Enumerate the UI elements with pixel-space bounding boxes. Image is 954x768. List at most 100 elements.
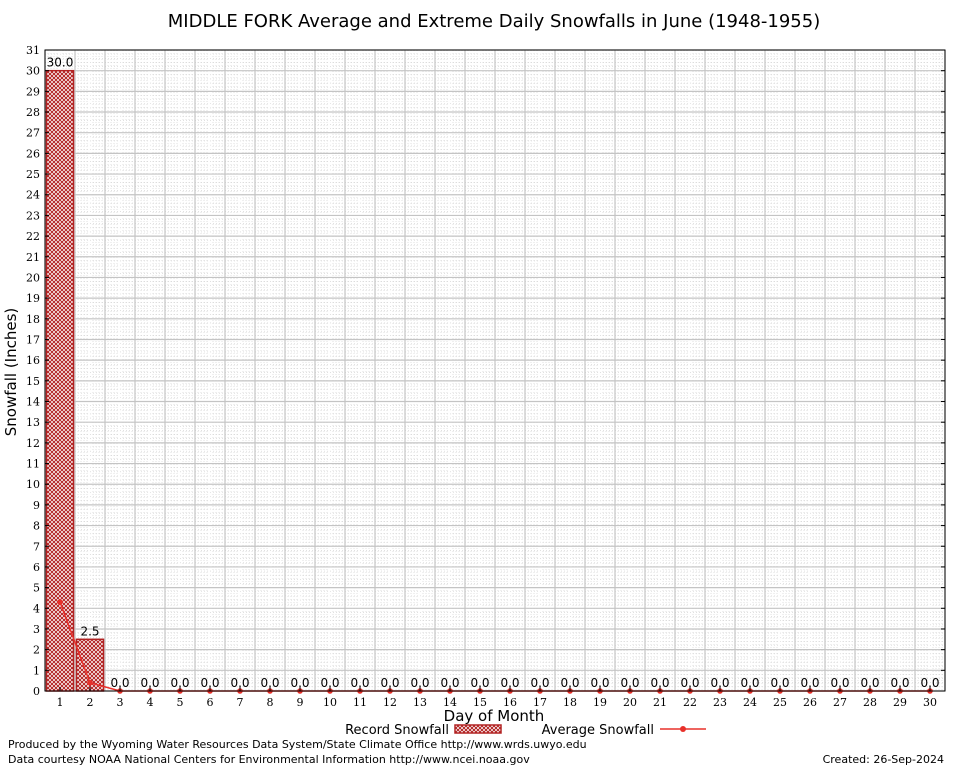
- data-label: 0.0: [200, 676, 219, 690]
- data-label: 0.0: [800, 676, 819, 690]
- x-tick-label: 3: [117, 696, 124, 709]
- y-tick-label: 20: [26, 271, 40, 284]
- y-tick-label: 19: [26, 292, 40, 305]
- legend: Record Snowfall Average Snowfall: [345, 723, 706, 738]
- data-label: 0.0: [650, 676, 669, 690]
- legend-average-marker: [680, 726, 686, 732]
- y-tick-label: 25: [26, 168, 40, 181]
- y-tick-label: 15: [26, 375, 40, 388]
- y-axis-ticks: 0123456789101112131415161718192021222324…: [26, 44, 945, 698]
- data-label: 0.0: [560, 676, 579, 690]
- data-label: 0.0: [170, 676, 189, 690]
- data-label: 0.0: [500, 676, 519, 690]
- data-label: 0.0: [920, 676, 939, 690]
- x-tick-label: 21: [653, 696, 667, 709]
- footer-data-source: Data courtesy NOAA National Centers for …: [8, 753, 530, 766]
- chart-title: MIDDLE FORK Average and Extreme Daily Sn…: [168, 11, 820, 32]
- y-tick-label: 2: [33, 644, 40, 657]
- legend-record-swatch: [454, 724, 502, 734]
- data-label: 0.0: [140, 676, 159, 690]
- data-label: 0.0: [260, 676, 279, 690]
- x-tick-label: 24: [743, 696, 757, 709]
- x-tick-label: 11: [353, 696, 367, 709]
- legend-average-label: Average Snowfall: [542, 723, 654, 738]
- y-tick-label: 13: [26, 416, 40, 429]
- data-label: 0.0: [320, 676, 339, 690]
- x-tick-label: 2: [87, 696, 94, 709]
- x-tick-label: 26: [803, 696, 817, 709]
- x-tick-label: 1: [57, 696, 64, 709]
- footer-created: Created: 26-Sep-2024: [823, 753, 944, 766]
- x-tick-label: 19: [593, 696, 607, 709]
- data-label: 0.0: [770, 676, 789, 690]
- data-label: 0.0: [350, 676, 369, 690]
- data-label: 0.0: [380, 676, 399, 690]
- data-label: 0.0: [110, 676, 129, 690]
- x-axis-ticks: 1 2 3 4 5 6 7 8 9 10 11 12 13 14 15 16 17 18 19 20 21 22 23 24 2…: [57, 687, 937, 709]
- data-label: 0.0: [290, 676, 309, 690]
- data-label: 30.0: [47, 56, 74, 70]
- y-tick-label: 28: [26, 106, 40, 119]
- major-grid: [44, 49, 946, 692]
- x-tick-label: 13: [413, 696, 427, 709]
- y-tick-label: 16: [26, 354, 40, 367]
- y-tick-label: 10: [26, 478, 40, 491]
- x-tick-label: 7: [237, 696, 244, 709]
- record-bars: [45, 69, 105, 692]
- x-tick-label: 22: [683, 696, 697, 709]
- x-tick-label: 28: [863, 696, 877, 709]
- x-tick-label: 23: [713, 696, 727, 709]
- x-tick-label: 8: [267, 696, 274, 709]
- x-tick-label: 16: [503, 696, 517, 709]
- y-tick-label: 24: [26, 189, 40, 202]
- y-tick-label: 1: [33, 664, 40, 677]
- y-tick-label: 21: [26, 251, 40, 264]
- y-tick-label: 17: [26, 333, 40, 346]
- y-tick-label: 4: [33, 602, 40, 615]
- average-point: [87, 679, 93, 686]
- data-label: 0.0: [470, 676, 489, 690]
- y-tick-label: 5: [33, 582, 40, 595]
- y-axis-label: Snowfall (Inches): [2, 308, 20, 436]
- x-tick-label: 10: [323, 696, 337, 709]
- y-tick-label: 14: [26, 396, 40, 409]
- y-tick-label: 3: [33, 623, 40, 636]
- record-bar: [45, 69, 75, 692]
- plot-frame: [44, 49, 946, 692]
- x-tick-label: 29: [893, 696, 907, 709]
- x-tick-label: 15: [473, 696, 487, 709]
- data-label: 0.0: [890, 676, 909, 690]
- y-tick-label: 18: [26, 313, 40, 326]
- x-tick-label: 6: [207, 696, 214, 709]
- x-tick-label: 27: [833, 696, 847, 709]
- data-label: 0.0: [440, 676, 459, 690]
- y-tick-label: 27: [26, 127, 40, 140]
- x-tick-label: 9: [297, 696, 304, 709]
- y-tick-label: 26: [26, 147, 40, 160]
- y-tick-label: 12: [26, 437, 40, 450]
- y-tick-label: 23: [26, 209, 40, 222]
- x-tick-label: 5: [177, 696, 184, 709]
- y-tick-label: 11: [26, 458, 40, 471]
- x-tick-label: 30: [923, 696, 937, 709]
- y-tick-label: 31: [26, 44, 40, 57]
- data-label: 0.0: [830, 676, 849, 690]
- x-tick-label: 17: [533, 696, 547, 709]
- y-tick-label: 7: [33, 540, 40, 553]
- y-tick-label: 30: [26, 65, 40, 78]
- x-tick-label: 12: [383, 696, 397, 709]
- y-tick-label: 29: [26, 85, 40, 98]
- x-tick-label: 25: [773, 696, 787, 709]
- data-label: 0.0: [710, 676, 729, 690]
- x-axis-label: Day of Month: [444, 707, 545, 725]
- x-tick-label: 14: [443, 696, 457, 709]
- legend-record-label: Record Snowfall: [345, 723, 449, 738]
- data-label: 2.5: [80, 624, 99, 638]
- x-tick-label: 20: [623, 696, 637, 709]
- y-tick-label: 0: [33, 685, 40, 698]
- x-tick-label: 18: [563, 696, 577, 709]
- data-label: 0.0: [620, 676, 639, 690]
- data-label: 0.0: [590, 676, 609, 690]
- data-label: 0.0: [530, 676, 549, 690]
